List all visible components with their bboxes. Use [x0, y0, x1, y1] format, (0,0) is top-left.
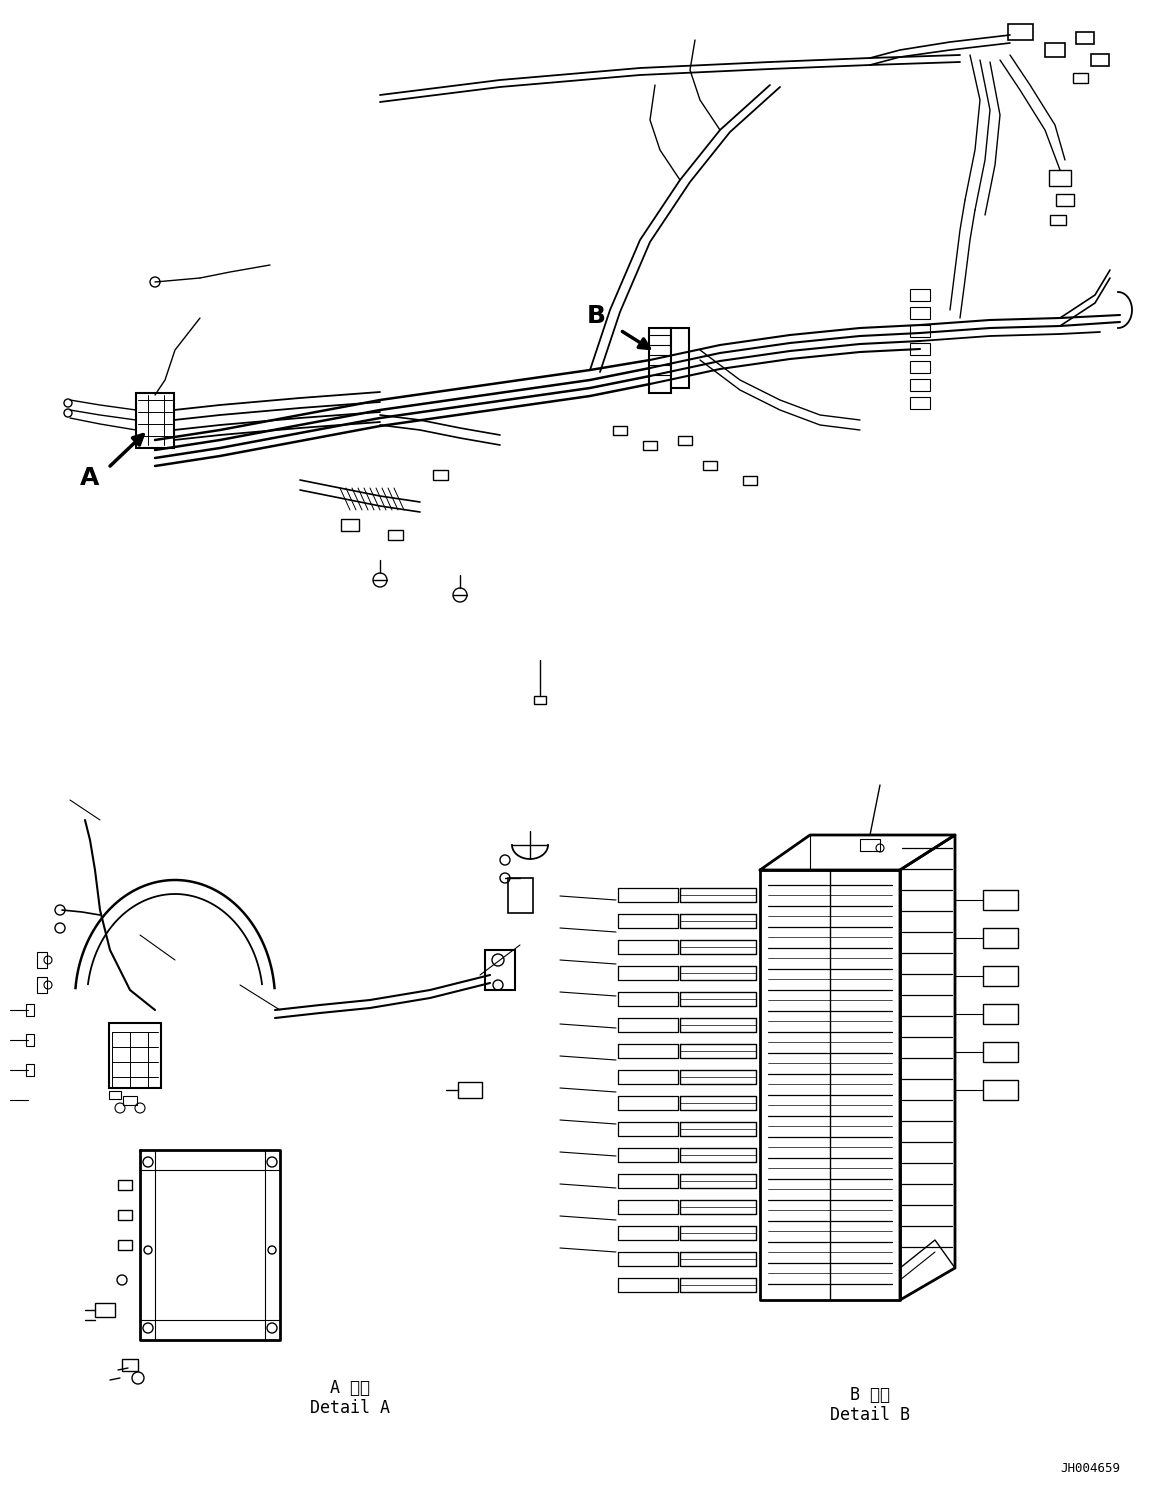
- Bar: [109, 1091, 121, 1100]
- Bar: [117, 1240, 131, 1250]
- Bar: [26, 1004, 34, 1016]
- Bar: [458, 1082, 481, 1098]
- Bar: [1007, 24, 1033, 40]
- Bar: [1049, 170, 1071, 186]
- Bar: [743, 476, 757, 485]
- Bar: [909, 289, 930, 301]
- Bar: [1076, 33, 1094, 45]
- Bar: [507, 878, 533, 912]
- Text: Detail A: Detail A: [311, 1399, 390, 1417]
- Text: A: A: [80, 466, 100, 490]
- Bar: [1050, 214, 1066, 225]
- Bar: [1072, 73, 1087, 83]
- Text: B 詳細: B 詳細: [850, 1385, 890, 1405]
- Bar: [1056, 193, 1073, 205]
- Bar: [671, 327, 688, 388]
- Bar: [643, 440, 657, 449]
- Bar: [26, 1064, 34, 1076]
- Bar: [117, 1210, 131, 1220]
- Bar: [95, 1303, 115, 1317]
- Bar: [109, 1022, 160, 1088]
- Bar: [983, 929, 1018, 948]
- Text: B: B: [586, 304, 606, 327]
- Text: Detail B: Detail B: [830, 1406, 909, 1424]
- Bar: [117, 1180, 131, 1190]
- Bar: [485, 949, 515, 990]
- Text: A 詳細: A 詳細: [330, 1379, 370, 1397]
- Bar: [678, 436, 692, 445]
- Bar: [37, 952, 47, 969]
- Bar: [909, 397, 930, 409]
- Bar: [983, 966, 1018, 987]
- Text: JH004659: JH004659: [1059, 1461, 1120, 1475]
- Bar: [534, 696, 545, 704]
- Bar: [909, 307, 930, 318]
- Bar: [909, 324, 930, 336]
- Bar: [1091, 54, 1110, 65]
- Bar: [983, 1080, 1018, 1100]
- Bar: [909, 344, 930, 356]
- Bar: [433, 470, 448, 481]
- Bar: [983, 1004, 1018, 1024]
- Bar: [909, 362, 930, 373]
- Bar: [122, 1359, 138, 1370]
- Bar: [983, 1042, 1018, 1062]
- Bar: [37, 978, 47, 992]
- Bar: [136, 393, 174, 448]
- Bar: [859, 839, 880, 851]
- Bar: [387, 530, 402, 540]
- Bar: [1046, 43, 1065, 57]
- Bar: [983, 890, 1018, 911]
- Bar: [613, 426, 627, 434]
- Bar: [123, 1095, 137, 1104]
- Bar: [649, 327, 671, 393]
- Bar: [909, 379, 930, 391]
- Bar: [341, 519, 359, 531]
- Bar: [26, 1034, 34, 1046]
- Bar: [702, 460, 718, 470]
